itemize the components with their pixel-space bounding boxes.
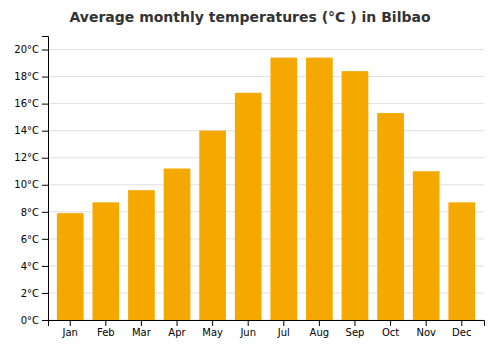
grid-line bbox=[48, 103, 484, 104]
y-tick: 14°C bbox=[14, 125, 48, 136]
bar bbox=[270, 58, 297, 320]
x-tick-mark bbox=[354, 320, 355, 326]
title: Average monthly temperatures (°C ) in Bi… bbox=[69, 9, 430, 25]
bar bbox=[342, 71, 369, 320]
y-tick: 10°C bbox=[14, 179, 48, 190]
y-tick-mark bbox=[42, 50, 48, 51]
bar bbox=[199, 131, 226, 320]
x-tick-label: Jun bbox=[239, 327, 256, 338]
x-tick: Jun bbox=[239, 320, 256, 338]
y-tick-mark bbox=[42, 320, 48, 321]
bar bbox=[306, 58, 333, 320]
x-tick-label: Dec bbox=[452, 327, 471, 338]
x-tick-mark bbox=[70, 320, 71, 326]
y-tick-label: 10°C bbox=[14, 179, 39, 190]
y-tick: 0°C bbox=[21, 315, 48, 326]
x-tick: Nov bbox=[416, 320, 436, 338]
x-tick-label: May bbox=[202, 327, 223, 338]
y-tick: 16°C bbox=[14, 98, 48, 109]
y-tick: 12°C bbox=[14, 152, 48, 163]
y-tick-mark bbox=[42, 158, 48, 159]
x-tick: Sep bbox=[346, 320, 365, 338]
bar bbox=[164, 169, 191, 320]
x-tick-mark bbox=[248, 320, 249, 326]
bar bbox=[57, 213, 84, 320]
y-tick: 6°C bbox=[21, 234, 48, 245]
bar bbox=[128, 190, 155, 320]
bar bbox=[92, 202, 119, 320]
grid-line bbox=[48, 157, 484, 158]
x-tick: Jul bbox=[277, 320, 290, 338]
x-tick-mark bbox=[390, 320, 391, 326]
y-tick-mark bbox=[42, 185, 48, 186]
x-tick: Jan bbox=[62, 320, 78, 338]
x-tick-mark bbox=[177, 320, 178, 326]
x-tick-mark bbox=[141, 320, 142, 326]
x-tick-label: Sep bbox=[346, 327, 365, 338]
y-tick-label: 6°C bbox=[21, 234, 39, 245]
bars bbox=[57, 58, 475, 320]
x-tick-label: Mar bbox=[132, 327, 152, 338]
y-tick-label: 12°C bbox=[14, 152, 39, 163]
bar bbox=[413, 171, 440, 320]
y-tick-label: 20°C bbox=[14, 44, 39, 55]
y-tick-mark bbox=[42, 131, 48, 132]
x-tick-label: Jan bbox=[62, 327, 78, 338]
y-tick-label: 14°C bbox=[14, 125, 39, 136]
y-tick: 8°C bbox=[21, 207, 48, 218]
bar bbox=[377, 113, 404, 320]
x-tick: Feb bbox=[97, 320, 115, 338]
x-axis: Jan Feb Mar Apr May Jun Jul Aug Sep Oct Nov Dec bbox=[49, 320, 485, 338]
y-tick-label: 18°C bbox=[14, 71, 39, 82]
x-tick-label: Oct bbox=[382, 327, 399, 338]
y-tick-label: 16°C bbox=[14, 98, 39, 109]
x-tick-label: Jul bbox=[277, 327, 290, 338]
y-tick: 20°C bbox=[14, 44, 48, 55]
x-tick: May bbox=[202, 320, 223, 338]
x-tick-label: Feb bbox=[97, 327, 115, 338]
y-tick-mark bbox=[42, 266, 48, 267]
x-tick-mark bbox=[319, 320, 320, 326]
y-tick-mark bbox=[42, 77, 48, 78]
x-tick-label: Nov bbox=[416, 327, 436, 338]
x-tick: Apr bbox=[168, 320, 186, 338]
x-tick-label: Aug bbox=[310, 327, 330, 338]
x-tick: Oct bbox=[382, 320, 399, 338]
y-tick: 4°C bbox=[21, 261, 48, 272]
plot: 0°C 2°C 4°C 6°C 8°C 10°C 12°C 14°C 16°C 18°C 20°C J… bbox=[14, 37, 484, 339]
y-tick-mark bbox=[42, 293, 48, 294]
grid-line bbox=[48, 49, 484, 50]
chart: 0°C 2°C 4°C 6°C 8°C 10°C 12°C 14°C 16°C 18°C 20°C J… bbox=[0, 0, 500, 350]
y-axis: 0°C 2°C 4°C 6°C 8°C 10°C 12°C 14°C 16°C 18°C 20°C bbox=[14, 37, 48, 326]
x-tick: Mar bbox=[132, 320, 152, 338]
bar bbox=[448, 202, 475, 320]
x-tick: Aug bbox=[310, 320, 330, 338]
y-tick-label: 4°C bbox=[21, 261, 39, 272]
x-tick-mark bbox=[105, 320, 106, 326]
x-tick-label: Apr bbox=[168, 327, 186, 338]
bar bbox=[235, 93, 262, 320]
grid-line bbox=[48, 76, 484, 77]
x-tick-mark bbox=[283, 320, 284, 326]
x-tick-mark bbox=[212, 320, 213, 326]
x-tick-mark bbox=[426, 320, 427, 326]
y-tick-label: 0°C bbox=[21, 315, 39, 326]
y-tick-mark bbox=[42, 212, 48, 213]
grid-line bbox=[48, 130, 484, 131]
y-tick: 18°C bbox=[14, 71, 48, 82]
y-tick: 2°C bbox=[21, 288, 48, 299]
y-tick-mark bbox=[42, 104, 48, 105]
grid bbox=[48, 50, 484, 320]
y-axis-line bbox=[42, 37, 49, 321]
y-tick-label: 8°C bbox=[21, 207, 39, 218]
x-axis-line bbox=[49, 321, 485, 327]
y-tick-label: 2°C bbox=[21, 288, 39, 299]
x-tick: Dec bbox=[452, 320, 471, 338]
x-tick-mark bbox=[461, 320, 462, 326]
y-tick-mark bbox=[42, 239, 48, 240]
